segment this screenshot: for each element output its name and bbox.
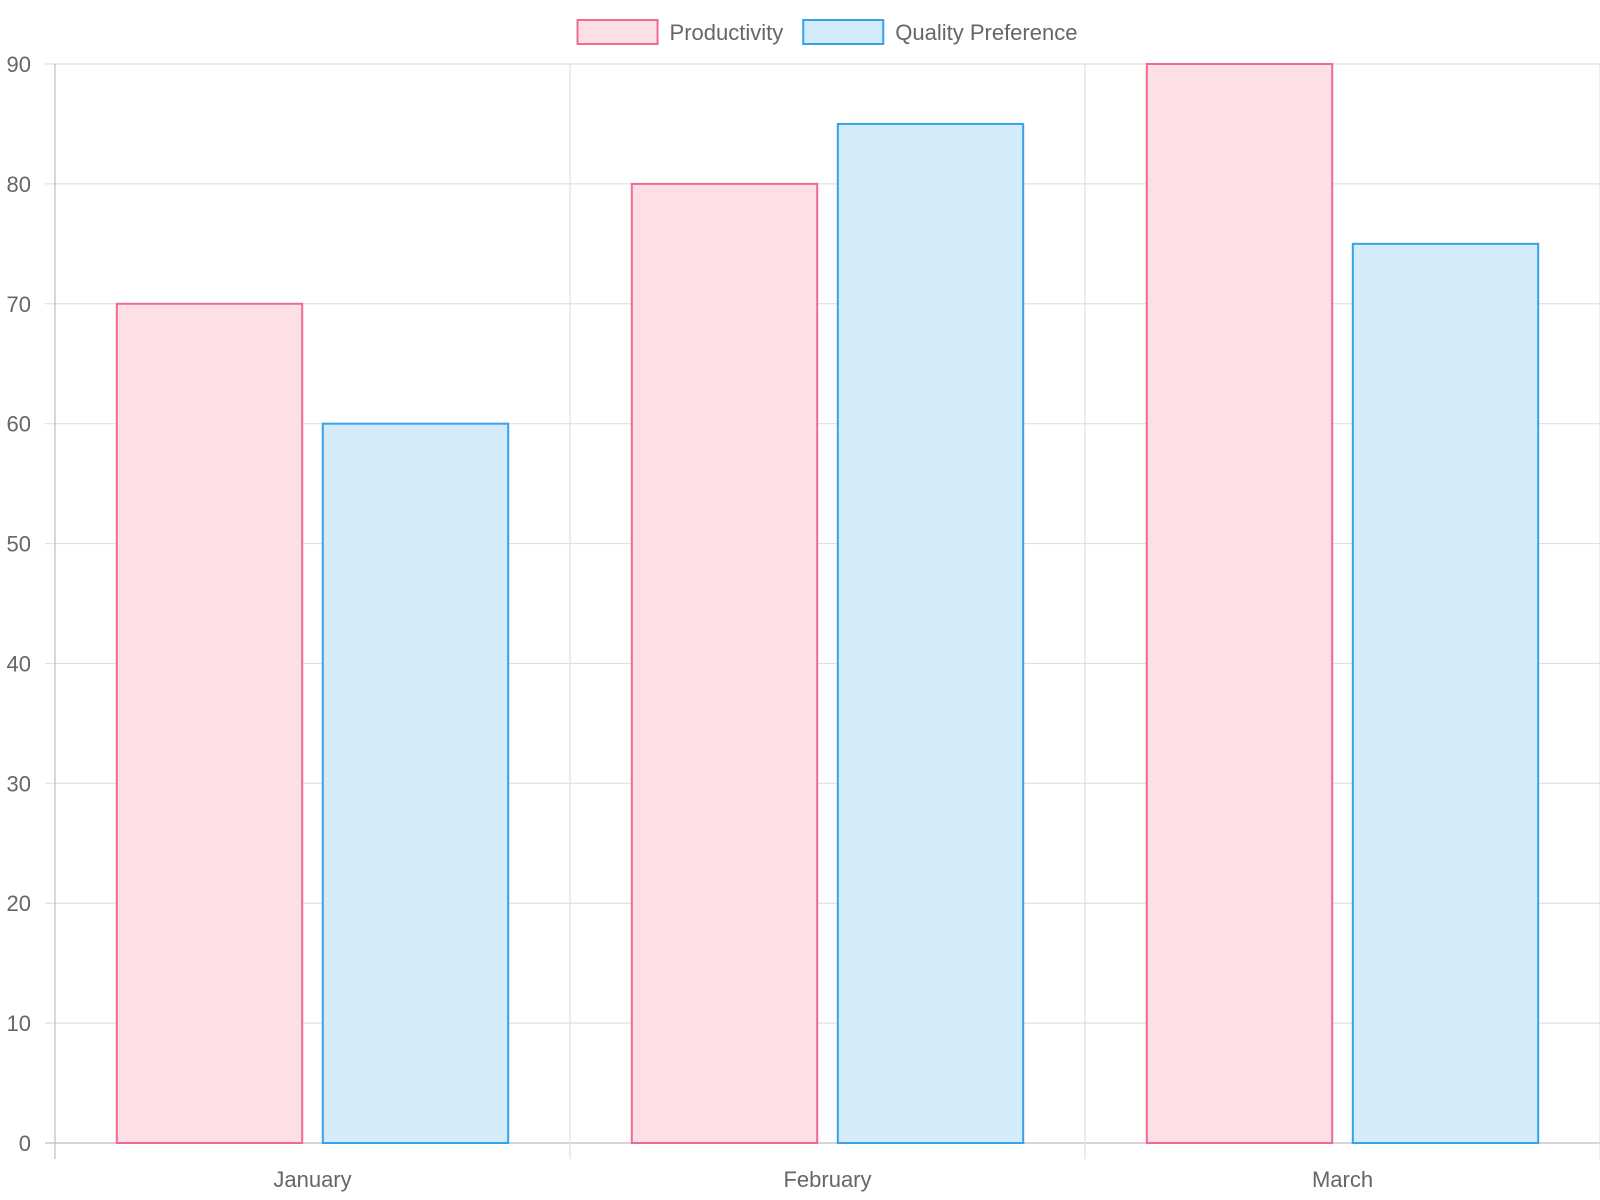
x-tick-label: February: [783, 1167, 871, 1192]
x-tick-label: March: [1312, 1167, 1373, 1192]
legend-item-productivity[interactable]: Productivity: [576, 19, 784, 45]
y-tick-label: 90: [7, 52, 31, 77]
x-tick-label: January: [273, 1167, 351, 1192]
bar-quality-preference-march[interactable]: [1351, 242, 1540, 1145]
y-tick-labels: 0 10 20 30 40 50 60 70 80 90: [7, 52, 31, 1156]
bar-productivity-march[interactable]: [1145, 63, 1334, 1144]
y-tick-label: 30: [7, 771, 31, 796]
legend-swatch: [576, 19, 659, 45]
bar-quality-preference-february[interactable]: [836, 122, 1025, 1144]
legend-item-quality-preference[interactable]: Quality Preference: [802, 19, 1077, 45]
legend-label: Quality Preference: [895, 20, 1077, 45]
x-tick-labels: January February March: [273, 1167, 1373, 1192]
y-tick-label: 40: [7, 651, 31, 676]
y-tick-label: 10: [7, 1011, 31, 1036]
bars: [115, 63, 1540, 1145]
y-tick-label: 80: [7, 172, 31, 197]
y-tick-label: 0: [19, 1131, 31, 1156]
y-tick-label: 20: [7, 891, 31, 916]
bar-quality-preference-january[interactable]: [321, 422, 510, 1144]
legend-label: Productivity: [670, 20, 784, 45]
bar-productivity-january[interactable]: [115, 302, 304, 1144]
y-tick-label: 70: [7, 292, 31, 317]
y-tick-label: 50: [7, 532, 31, 557]
bar-productivity-february[interactable]: [630, 182, 819, 1144]
legend-swatch: [802, 19, 885, 45]
grid-lines: [45, 63, 1600, 1159]
legend[interactable]: Productivity Quality Preference: [576, 19, 1078, 45]
y-tick-label: 60: [7, 412, 31, 437]
